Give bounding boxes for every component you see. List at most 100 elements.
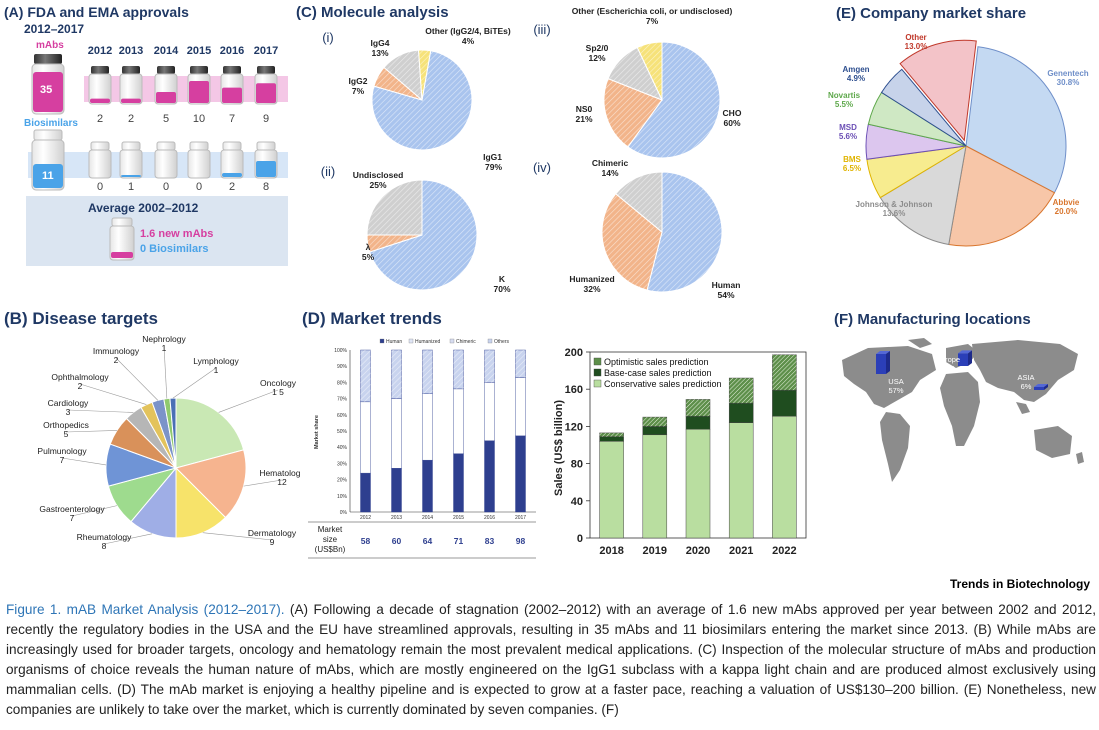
map-bar-side-asia	[1044, 384, 1048, 390]
share-xtick-2017: 2017	[515, 515, 526, 521]
mabs-vial-cap	[257, 66, 275, 74]
sales-bar-hatch-2019	[642, 417, 667, 427]
molecule-label-humanized: Humanized 32%	[569, 274, 614, 294]
year-label-2017: 2017	[254, 45, 278, 57]
molecule-pie-id-1: (i)	[322, 30, 334, 45]
mabs-fill-2012	[90, 98, 110, 103]
company-slice-abbvie	[948, 145, 1056, 247]
sales-legend-conservative-sales-prediction: Conservative sales prediction	[604, 379, 722, 389]
panel-a-graphic: 2012 2013 2014 2015 2016 2017 2 0 2 1 5 0 10 0 7 2 9 8	[26, 45, 288, 266]
share-bar-2014-humanized	[422, 393, 433, 461]
biosim-count-2015: 0	[196, 181, 202, 193]
disease-label-oncology: Oncology 1 5	[260, 378, 297, 397]
share-ytick-1: 10%	[337, 494, 348, 500]
molecule-label-undisclosed: Undisclosed 25%	[353, 170, 404, 190]
world-map	[842, 338, 1084, 482]
market-size-2017: 98	[516, 536, 526, 546]
caption-body: (A) Following a decade of stagnation (20…	[6, 602, 1096, 717]
disease-label-rheumatology: Rheumatology 8	[77, 532, 133, 551]
figure-caption: Figure 1. mAB Market Analysis (2012–2017…	[6, 600, 1096, 720]
share-bar-2013-human	[391, 468, 402, 513]
share-bar-2013-humanized	[391, 398, 402, 469]
disease-leader-dermatology	[202, 532, 273, 541]
panel-f-title: (F) Manufacturing locations	[834, 311, 1031, 328]
sales-bar-hatch-2022	[772, 354, 797, 391]
mabs-fill-2016	[222, 87, 242, 103]
share-legend-chimeric: Chimeric	[456, 339, 476, 345]
sales-legend-swatch-optimistic-sales-prediction	[593, 357, 602, 366]
panel-c: (C) Molecule analysis (i) IgG1 79% IgG2 7% Ig…	[292, 0, 812, 305]
share-bar-hatch-2017	[515, 350, 526, 378]
disease-leader-nephrology	[163, 345, 168, 399]
year-label-2012: 2012	[88, 45, 112, 57]
disease-leader-cardiology	[67, 409, 134, 413]
company-slice-other	[899, 39, 977, 142]
mabs-total: 35	[40, 84, 53, 96]
share-legend-swatch-others	[487, 338, 493, 344]
share-bar-hatch-2012	[360, 350, 371, 402]
share-bar-2015-humanized	[453, 388, 464, 454]
disease-label-pulmunology: Pulmunology 7	[37, 446, 87, 465]
sales-bar-2019-base-case-sales-prediction	[642, 426, 668, 436]
biosim-count-2014: 0	[163, 181, 169, 193]
biosim-fill-2017	[256, 161, 276, 177]
disease-leader-orthopedics	[65, 430, 117, 433]
share-ytick-6: 60%	[337, 413, 348, 419]
sales-ytick-200: 200	[565, 347, 583, 359]
molecule-label-igg2: IgG2 7%	[349, 76, 368, 96]
molecule-1-slice-igg2-hatch	[373, 67, 422, 100]
share-bar-2012-humanized	[360, 401, 371, 474]
company-slice-genentech	[965, 46, 1067, 194]
average-vial	[109, 217, 135, 261]
biosim-vial	[88, 149, 112, 179]
molecule-4-slice-human-hatch	[647, 172, 722, 293]
share-bar-hatch-2014	[422, 350, 433, 394]
panel-a: (A) FDA and EMA approvals 2012–2017 2012…	[0, 0, 292, 290]
panel-d: (D) Market trends Human Humanized Chimeric…	[298, 306, 818, 566]
map-bar-top-europe	[958, 350, 972, 354]
mabs-vial-cap	[190, 66, 208, 74]
disease-leader-ophthalmology	[79, 383, 147, 405]
share-legend-swatch-humanized	[408, 338, 414, 344]
molecule-2-slice--hatch	[367, 235, 422, 252]
mabs-count-2014: 5	[163, 113, 169, 125]
molecule-label-: λ 5%	[362, 242, 375, 262]
sales-ytick-160: 160	[565, 384, 583, 396]
company-label-other: Other 13.0%	[905, 33, 928, 51]
share-ytick-8: 80%	[337, 380, 348, 386]
market-size-label: Market size (US$Bn)	[315, 525, 346, 554]
sales-bar-2020-base-case-sales-prediction	[685, 415, 711, 430]
share-legend-others: Others	[494, 339, 510, 345]
share-legend-humanized: Humanized	[415, 339, 441, 345]
sales-bar-hatch-2018	[599, 432, 624, 437]
molecule-3-slice-other-escherichia-coli-or-undisclosed-hatch	[637, 42, 662, 100]
share-legend-human: Human	[386, 339, 402, 345]
mabs-vial-cap	[223, 66, 241, 74]
disease-slice-lymphology	[169, 397, 177, 469]
share-xtick-2013: 2013	[391, 515, 402, 521]
share-bar-hatch-2016	[484, 350, 495, 383]
sales-xtick-2018: 2018	[599, 545, 623, 557]
share-bar-2017-human	[515, 435, 526, 513]
caption-title: Figure 1. mAB Market Analysis (2012–2017…	[6, 602, 285, 617]
share-bar-2016-humanized	[484, 382, 495, 441]
market-share-chart: Human Humanized Chimeric Others 0% 10% 20% 30% 4…	[308, 338, 536, 559]
company-label-johnson-johnson: Johnson & Johnson 13.6%	[856, 200, 933, 218]
average-box	[26, 196, 288, 266]
share-legend-swatch-human	[379, 338, 385, 344]
company-slice-amgen	[880, 68, 967, 147]
company-label-amgen: Amgen 4.9%	[842, 65, 869, 83]
company-label-bms: BMS 6.5%	[843, 155, 862, 173]
disease-label-ophthalmology: Ophthalmology 2	[51, 372, 109, 391]
manufacturing-map: USA 57% Europe 36% ASIA 6%	[842, 338, 1084, 482]
market-size-2014: 64	[423, 536, 433, 546]
mabs-fill-2015	[189, 81, 209, 103]
disease-label-gastroenterology: Gastroenterology 7	[39, 504, 105, 523]
map-bar-top-asia	[1034, 384, 1048, 387]
market-size-2016: 83	[485, 536, 495, 546]
biosim-label: Biosimilars	[24, 118, 78, 129]
share-ytick-3: 30%	[337, 461, 348, 467]
molecule-pie-id-2: (ii)	[321, 164, 335, 179]
molecule-label-ns0: NS0 21%	[575, 104, 592, 124]
biosim-vial-cap	[156, 141, 176, 151]
